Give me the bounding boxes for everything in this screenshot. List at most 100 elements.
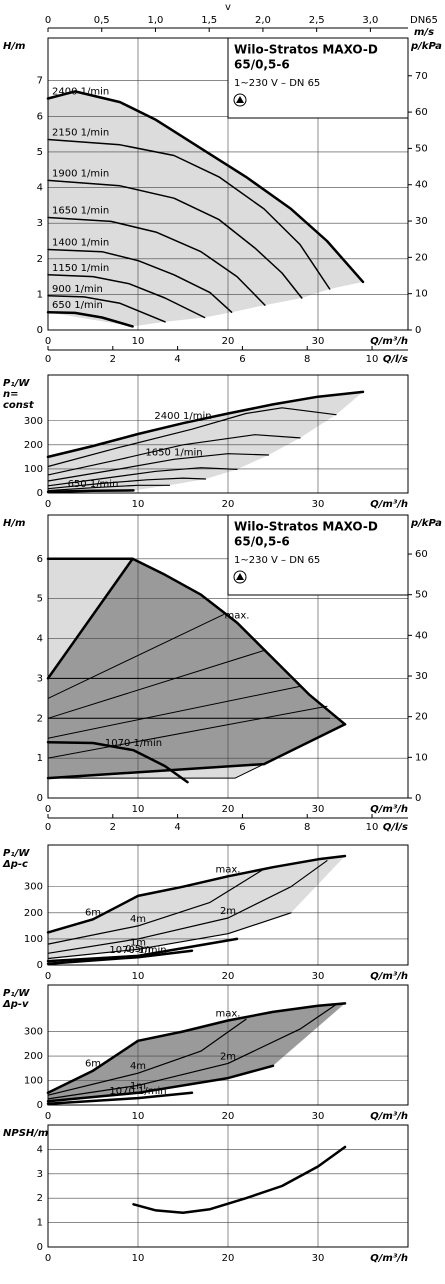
x-tick-label: 0 xyxy=(45,1253,51,1264)
curve xyxy=(47,912,292,960)
icon xyxy=(233,93,247,107)
y-tick-label: 1 xyxy=(37,753,43,764)
y2-tick-label: 0 xyxy=(415,325,421,336)
x-axis-label: Q/m³/h xyxy=(370,1253,408,1264)
y-tick-label: 200 xyxy=(24,440,43,451)
v-tick-label: 2,0 xyxy=(255,15,271,26)
y-tick-label: 100 xyxy=(24,1076,43,1087)
v-tick-label: 0 xyxy=(45,15,51,26)
y-tick-label: 300 xyxy=(24,882,43,893)
curve xyxy=(47,179,303,299)
x-tick-label: 30 xyxy=(312,499,325,510)
x2-tick-label: 4 xyxy=(174,354,180,365)
curve-label: max. xyxy=(216,864,241,875)
x-tick-label: 20 xyxy=(222,336,235,347)
curve xyxy=(47,614,224,699)
curve xyxy=(46,1064,275,1103)
curve-label: 6m xyxy=(85,1059,101,1070)
curve-label: 1070 1/min xyxy=(109,1086,166,1097)
y-axis-label: P₁/W xyxy=(3,988,30,999)
x2-tick-label: 6 xyxy=(239,354,245,365)
x2-tick-label: 0 xyxy=(45,822,51,833)
chart-title: 65/0,5-6 xyxy=(234,58,290,72)
v-tick-label: 2,5 xyxy=(309,15,325,26)
curve xyxy=(46,310,134,328)
curve-label: 1070 1/min xyxy=(105,738,162,749)
x-tick-label: 30 xyxy=(312,971,325,982)
y-axis-label: n= xyxy=(3,389,19,400)
x-tick-label: 30 xyxy=(312,1111,325,1122)
x-tick-label: 0 xyxy=(45,804,51,815)
chart-title: Wilo-Stratos MAXO-D xyxy=(234,43,378,57)
x-tick-label: 20 xyxy=(222,499,235,510)
curve-label: 1070 1/min xyxy=(109,945,166,956)
x-tick-label: 10 xyxy=(132,1253,145,1264)
y-axis-label: Δp-c xyxy=(2,859,28,870)
v-tick-label: 1,0 xyxy=(148,15,164,26)
x-tick-label: 10 xyxy=(132,971,145,982)
y-axis-label: const xyxy=(3,400,35,411)
curve-label: 1150 1/min xyxy=(52,263,109,274)
y-tick-label: 1 xyxy=(37,289,43,300)
y-tick-label: 300 xyxy=(24,1027,43,1038)
curve-label: 1900 1/min xyxy=(52,168,109,179)
info-box xyxy=(227,37,409,119)
y-axis-label: Δp-v xyxy=(2,999,29,1010)
curve-label: 2150 1/min xyxy=(52,127,109,138)
x2-tick-label: 2 xyxy=(110,822,116,833)
x-tick-label: 0 xyxy=(45,336,51,347)
curve xyxy=(47,138,331,290)
curve xyxy=(47,685,301,739)
y-tick-label: 3 xyxy=(37,218,43,229)
y2-tick-label: 0 xyxy=(415,793,421,804)
y-tick-label: 3 xyxy=(37,673,43,684)
plot-frame xyxy=(47,984,409,1106)
x2-tick-label: 4 xyxy=(174,822,180,833)
curve-label: 2m xyxy=(220,1051,236,1062)
v-unit: m/s xyxy=(414,27,434,38)
y-tick-label: 4 xyxy=(37,1144,43,1155)
curve xyxy=(131,557,347,726)
x-tick-label: 0 xyxy=(45,499,51,510)
x2-tick-label: 0 xyxy=(45,354,51,365)
y-tick-label: 4 xyxy=(37,634,43,645)
y-tick-label: 0 xyxy=(37,793,43,804)
curve xyxy=(47,860,328,954)
curve-label: 2400 1/min xyxy=(154,411,211,422)
x2-tick-label: 6 xyxy=(239,822,245,833)
curve xyxy=(47,274,206,319)
x2-tick-label: 10 xyxy=(366,822,379,833)
v-tick-label: 3,0 xyxy=(362,15,378,26)
x-tick-label: 30 xyxy=(312,1253,325,1264)
x2-tick-label: 8 xyxy=(304,354,310,365)
y-tick-label: 0 xyxy=(37,1100,43,1111)
v-label: v xyxy=(225,2,231,13)
x-tick-label: 20 xyxy=(222,1253,235,1264)
chart-subtitle: 1~230 V – DN 65 xyxy=(234,555,320,566)
y-tick-label: 2 xyxy=(37,1193,43,1204)
y-tick-label: 5 xyxy=(37,594,43,605)
curve-label: 6m xyxy=(85,907,101,918)
curve xyxy=(47,407,337,468)
y2-axis-label: p/kPa xyxy=(410,41,442,52)
y-axis-label: P₁/W xyxy=(3,378,30,389)
curve-label: 650 1/min xyxy=(52,300,103,311)
curve xyxy=(47,650,265,719)
plot-frame xyxy=(47,374,409,494)
y2-tick-label: 10 xyxy=(415,752,428,763)
curve xyxy=(46,894,140,934)
y-tick-label: 100 xyxy=(24,464,43,475)
y-tick-label: 200 xyxy=(24,908,43,919)
icon xyxy=(233,570,247,584)
y2-tick-label: 50 xyxy=(415,590,428,601)
y-tick-label: 2 xyxy=(37,254,43,265)
x-tick-label: 10 xyxy=(132,336,145,347)
curve xyxy=(46,557,134,680)
x-tick-label: 20 xyxy=(222,971,235,982)
y-tick-label: 0 xyxy=(37,960,43,971)
x-tick-label: 20 xyxy=(222,804,235,815)
curve-label: 1400 1/min xyxy=(52,238,109,249)
curve xyxy=(47,763,265,779)
y2-tick-label: 40 xyxy=(415,180,428,191)
